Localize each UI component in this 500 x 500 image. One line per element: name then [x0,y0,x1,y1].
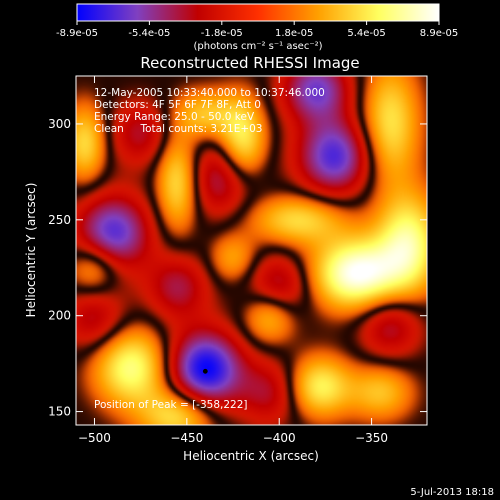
x-tick-label: −450 [170,431,203,445]
peak-position-label: Position of Peak = [-358,222] [94,399,248,411]
colorbar-tick-label: -8.9e-05 [56,28,98,39]
colorbar-unit-label: (photons cm⁻² s⁻¹ asec⁻²) [193,41,322,52]
x-axis: −500 −450 −400 −350 [78,76,388,445]
colorbar-ticks: -8.9e-05 -5.4e-05 -1.8e-05 1.8e-05 5.4e-05 8.… [56,21,458,39]
x-tick-label: −350 [355,431,388,445]
heatmap-image [76,76,427,425]
colorbar-tick-label: -1.8e-05 [201,28,243,39]
y-axis: 150 200 250 300 [48,117,427,419]
colorbar-tick-label: 5.4e-05 [347,28,385,39]
y-tick-label: 250 [48,213,71,227]
colorbar [76,3,440,22]
annotation-detectors: Detectors: 4F 5F 6F 7F 8F, Att 0 [94,99,261,111]
annotation-energy: Energy Range: 25.0 - 50.0 keV [94,111,255,123]
colorbar-tick-label: 8.9e-05 [420,28,458,39]
y-axis-label: Heliocentric Y (arcsec) [24,183,38,318]
plot-frame [75,75,428,426]
x-axis-label: Heliocentric X (arcsec) [183,449,319,463]
colorbar-tick-label: 1.8e-05 [275,28,313,39]
chart-title: Reconstructed RHESSI Image [140,54,359,72]
x-tick-label: −400 [263,431,296,445]
annotation-counts: Clean Total counts: 3.21E+03 [94,123,263,135]
annotation-block: 12-May-2005 10:33:40.000 to 10:37:46.000… [94,87,325,135]
y-tick-label: 300 [48,117,71,131]
peak-marker [202,368,208,374]
colorbar-tick-label: -5.4e-05 [128,28,170,39]
y-tick-label: 200 [48,309,71,323]
footer-timestamp: 5-Jul-2013 18:18 [410,487,494,498]
annotation-time: 12-May-2005 10:33:40.000 to 10:37:46.000 [94,87,325,99]
x-tick-label: −500 [78,431,111,445]
y-tick-label: 150 [48,405,71,419]
